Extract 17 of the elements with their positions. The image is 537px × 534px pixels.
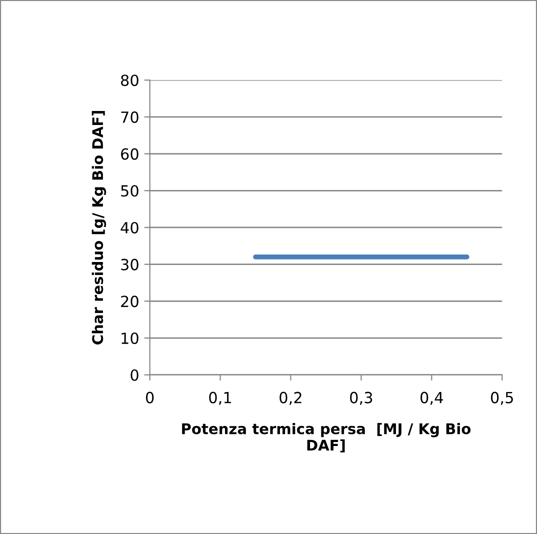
y-axis-title: Char residuo [g/ Kg Bio DAF] [92,111,106,344]
y-tick-label: 30 [121,258,138,270]
x-axis-title: Potenza termica persa [MJ / Kg Bio DAF] [182,422,471,452]
y-tick-label: 80 [121,74,138,86]
x-tick-label: 0,4 [420,392,443,405]
x-tick-label: 0,3 [350,392,372,405]
x-tick-label: 0,5 [490,392,513,405]
y-tick-label: 10 [122,332,138,344]
y-tick-label: 20 [121,296,138,308]
x-tick-label: 0 [146,392,154,404]
x-tick-label: 0,2 [280,392,302,405]
x-tick-label: 0,1 [209,392,232,405]
y-tick-label: 0 [130,369,138,381]
y-tick-label: 70 [121,111,138,123]
y-tick-label: 60 [121,148,138,160]
y-tick-label: 50 [121,185,138,197]
y-tick-label: 40 [120,222,138,234]
